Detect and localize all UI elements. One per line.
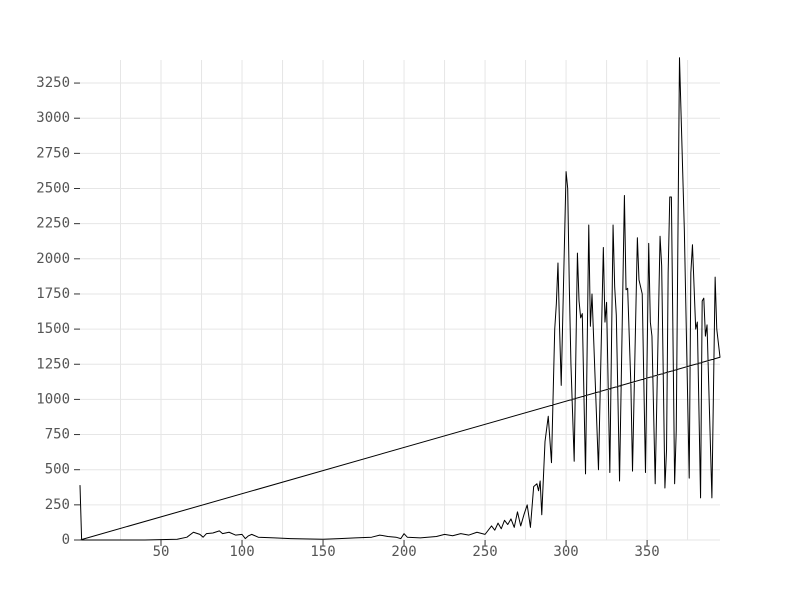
x-tick-label: 150 [310,544,335,560]
y-tick-label: 1500 [36,321,70,337]
y-tick-label: 1000 [36,391,70,407]
y-tick-label: 1750 [36,286,70,302]
y-tick-label: 750 [45,427,70,443]
x-tick-label: 50 [153,544,170,560]
y-tick-label: 500 [45,462,70,478]
y-tick-label: 250 [45,497,70,513]
y-tick-label: 2250 [36,216,70,232]
y-tick-label: 2750 [36,145,70,161]
y-tick-label: 0 [62,532,70,548]
x-tick-label: 100 [229,544,254,560]
y-tick-label: 3000 [36,110,70,126]
x-tick-label: 350 [634,544,659,560]
y-tick-label: 2000 [36,251,70,267]
y-tick-label: 3250 [36,75,70,91]
x-tick-label: 200 [391,544,416,560]
y-tick-label: 1250 [36,356,70,372]
x-tick-label: 250 [472,544,497,560]
y-tick-label: 2500 [36,181,70,197]
x-tick-label: 300 [553,544,578,560]
data-line [79,57,721,541]
